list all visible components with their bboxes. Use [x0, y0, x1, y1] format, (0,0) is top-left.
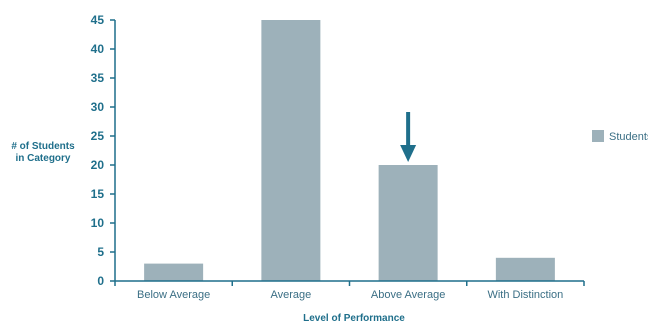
legend-label-students: Students [609, 131, 648, 143]
y-tick-label: 25 [91, 129, 105, 143]
y-tick-label: 5 [97, 245, 104, 259]
arrow-head [400, 145, 417, 162]
y-axis-title-line-1: # of Students [11, 141, 75, 152]
highlight-arrow-icon [400, 112, 417, 162]
x-axis [114, 280, 585, 286]
y-axis-title-line-2: in Category [15, 153, 70, 164]
x-category-label: Above Average [371, 289, 445, 301]
y-tick-label: 10 [91, 216, 105, 230]
bar-average [261, 20, 321, 281]
y-tick-label: 20 [91, 158, 105, 172]
y-tick-label: 0 [97, 274, 104, 288]
legend-swatch-students [592, 130, 604, 142]
x-category-label: With Distinction [487, 289, 563, 301]
legend: Students [592, 130, 648, 143]
bar-with-distinction [495, 257, 555, 281]
category-labels: Below Average Average Above Average With Di… [137, 289, 563, 301]
y-axis-ticks: 0 5 10 15 20 25 30 35 40 45 [91, 13, 116, 288]
y-tick-label: 15 [91, 187, 105, 201]
y-tick-label: 45 [91, 13, 105, 27]
y-tick-label: 40 [91, 42, 105, 56]
x-axis-title: Level of Performance [303, 313, 405, 324]
y-tick-label: 35 [91, 71, 105, 85]
y-tick-label: 30 [91, 100, 105, 114]
bar-below-average [144, 263, 204, 281]
bars [144, 20, 555, 281]
bar-above-average [378, 165, 438, 281]
x-category-label: Average [270, 289, 311, 301]
x-category-label: Below Average [137, 289, 210, 301]
